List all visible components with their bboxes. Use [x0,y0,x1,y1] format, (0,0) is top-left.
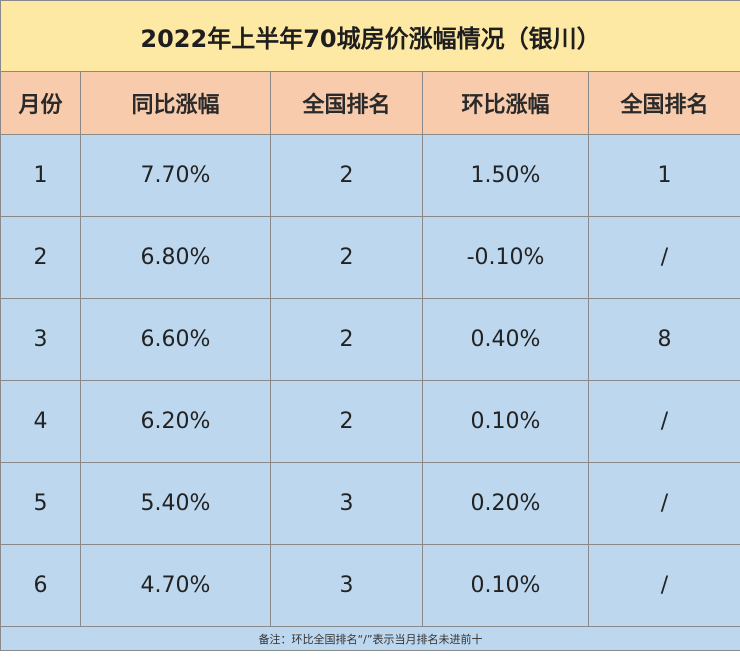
table-row: 4 6.20% 2 0.10% / [0,380,740,463]
cell-mom-rank: / [587,380,740,463]
cell-yoy-rank: 2 [270,298,423,381]
cell-month: 1 [0,134,81,217]
cell-mom-rank: / [587,216,740,299]
header-mom-change: 环比涨幅 [422,71,589,135]
header-yoy-rank: 全国排名 [270,71,423,135]
cell-mom-rank: 8 [587,298,740,381]
cell-month: 5 [0,462,81,545]
cell-yoy-rank: 2 [270,134,423,217]
header-yoy-change: 同比涨幅 [80,71,271,135]
cell-mom-change: 0.10% [422,544,589,627]
cell-month: 6 [0,544,81,627]
cell-mom-change: 1.50% [422,134,589,217]
cell-mom-change: -0.10% [422,216,589,299]
table-row: 2 6.80% 2 -0.10% / [0,216,740,299]
cell-yoy-change: 4.70% [80,544,271,627]
cell-yoy-rank: 2 [270,380,423,463]
header-month: 月份 [0,71,81,135]
cell-month: 4 [0,380,81,463]
header-mom-rank: 全国排名 [587,71,740,135]
title-row: 2022年上半年70城房价涨幅情况（银川） [0,0,740,72]
table-title: 2022年上半年70城房价涨幅情况（银川） [0,0,740,72]
cell-yoy-change: 5.40% [80,462,271,545]
cell-yoy-change: 6.60% [80,298,271,381]
cell-yoy-change: 6.80% [80,216,271,299]
cell-mom-change: 0.40% [422,298,589,381]
note-row: 备注：环比全国排名“/”表示当月排名未进前十 [0,626,740,651]
cell-yoy-change: 6.20% [80,380,271,463]
cell-yoy-rank: 3 [270,544,423,627]
cell-mom-change: 0.20% [422,462,589,545]
cell-mom-change: 0.10% [422,380,589,463]
table-row: 5 5.40% 3 0.20% / [0,462,740,545]
table-row: 3 6.60% 2 0.40% 8 [0,298,740,381]
cell-yoy-change: 7.70% [80,134,271,217]
table-row: 6 4.70% 3 0.10% / [0,544,740,627]
cell-mom-rank: / [587,462,740,545]
cell-mom-rank: 1 [587,134,740,217]
cell-mom-rank: / [587,544,740,627]
cell-yoy-rank: 3 [270,462,423,545]
cell-yoy-rank: 2 [270,216,423,299]
table-row: 1 7.70% 2 1.50% 1 [0,134,740,217]
footnote: 备注：环比全国排名“/”表示当月排名未进前十 [0,626,740,651]
cell-month: 2 [0,216,81,299]
cell-month: 3 [0,298,81,381]
header-row: 月份 同比涨幅 全国排名 环比涨幅 全国排名 [0,71,740,135]
